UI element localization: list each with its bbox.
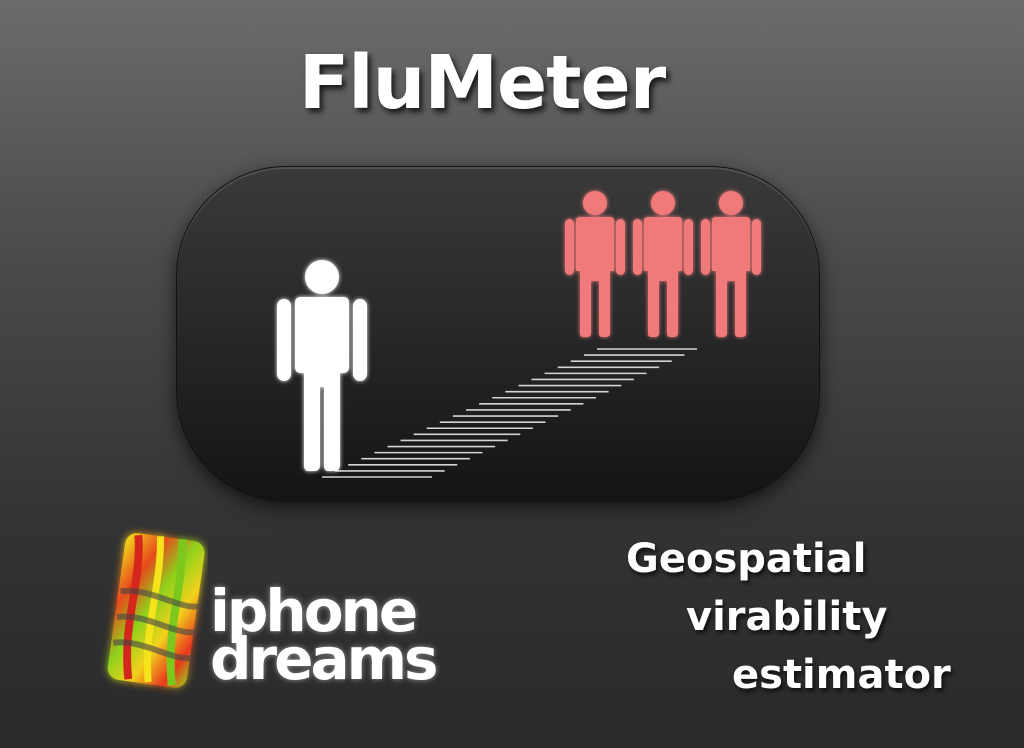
distance-path-icon (322, 348, 697, 478)
infected-person-icon (701, 191, 761, 337)
illustration-panel (176, 166, 820, 502)
infected-person-icon (565, 191, 625, 337)
iphone-dreams-logo-icon (107, 533, 205, 688)
tagline-line-2: virability (686, 594, 888, 640)
illustration-svg (277, 191, 761, 478)
logo-text-iphone: iphone (210, 577, 418, 645)
person-icon (277, 260, 367, 471)
logo-text-dreams: dreams (210, 625, 439, 693)
infected-person-icon (633, 191, 693, 337)
tagline-line-1: Geospatial (626, 536, 867, 582)
tagline-line-3: estimator (732, 652, 951, 698)
iphone-dreams-logo: iphone dreams (98, 526, 448, 696)
app-title: FluMeter (298, 40, 666, 126)
infected-people-icon (565, 191, 761, 337)
